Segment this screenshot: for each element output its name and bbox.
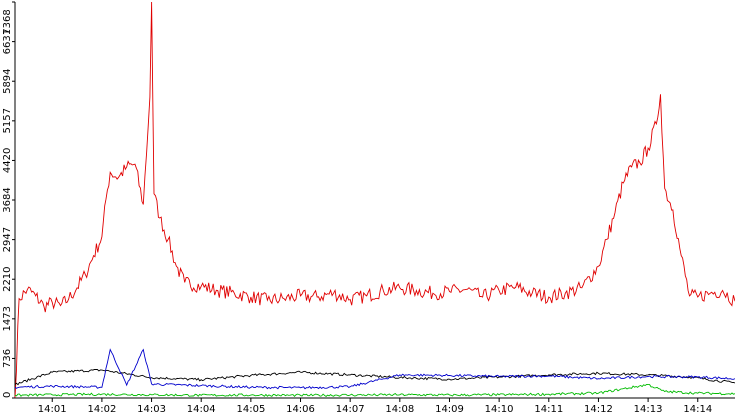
x-tick-label: 14:04 (187, 404, 216, 415)
x-tick-label: 14:02 (87, 404, 116, 415)
series-line-4 (14, 384, 735, 397)
y-tick-label: 736 (2, 349, 13, 368)
y-tick-label: 0 (2, 392, 13, 398)
x-tick-label: 14:07 (336, 404, 365, 415)
x-tick-label: 14:10 (485, 404, 514, 415)
y-tick-label: 4420 (2, 148, 13, 173)
y-tick-label: 3684 (2, 187, 13, 212)
y-tick-label: 7368 (2, 9, 13, 34)
y-tick-label: 5894 (2, 68, 13, 93)
y-tick-label: 2947 (2, 227, 13, 252)
y-tick-label: 6631 (2, 29, 13, 54)
series-line-1 (14, 1, 735, 399)
series-line-2 (14, 368, 735, 386)
series-line-3 (14, 348, 735, 390)
x-tick-label: 14:11 (534, 404, 563, 415)
x-tick-label: 14:12 (584, 404, 613, 415)
x-tick-label: 14:09 (435, 404, 464, 415)
x-tick-label: 14:08 (385, 404, 414, 415)
x-tick-labels: 14:01 14:02 14:03 14:04 14:05 14:06 14:07 14:08… (38, 398, 712, 415)
y-tick-label: 5157 (2, 108, 13, 133)
x-tick-label: 14:14 (683, 404, 712, 415)
x-tick-label: 14:01 (38, 404, 67, 415)
x-tick-label: 14:06 (286, 404, 315, 415)
series-layer (14, 1, 735, 399)
x-tick-label: 14:13 (634, 404, 663, 415)
x-tick-label: 14:05 (236, 404, 265, 415)
y-tick-label: 2210 (2, 266, 13, 291)
y-tick-label: 1473 (2, 306, 13, 331)
x-tick-label: 14:03 (137, 404, 166, 415)
